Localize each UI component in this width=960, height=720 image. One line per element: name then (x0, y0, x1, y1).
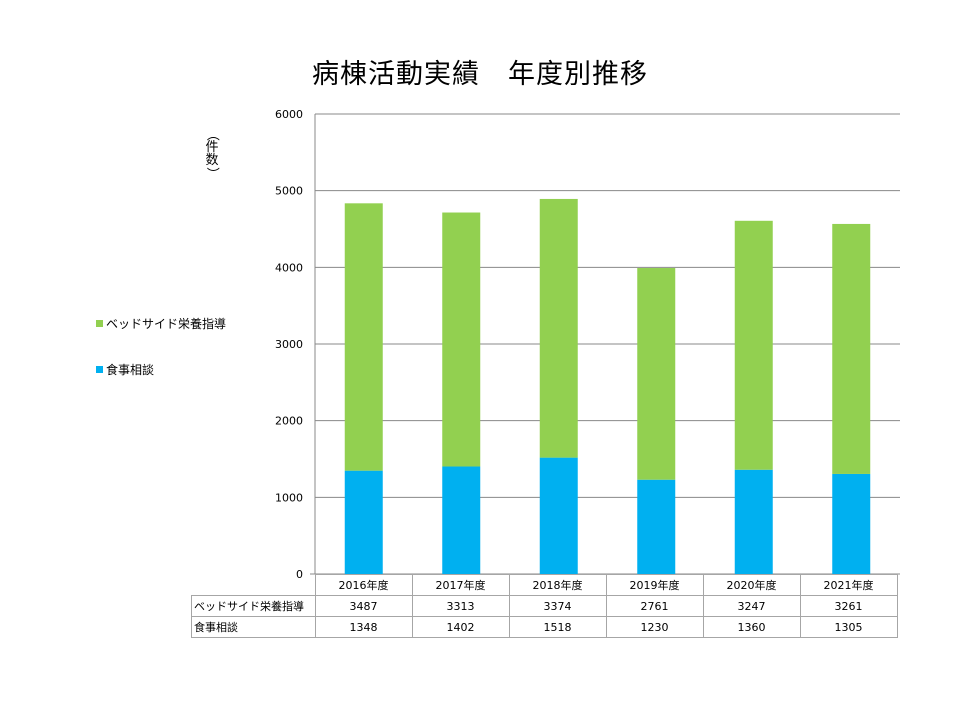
data-table-header-cell: 2019年度 (605, 574, 704, 596)
bar-meal-consult (734, 469, 773, 574)
bar-bedside-guidance (344, 203, 383, 471)
data-table-cell: 1518 (508, 616, 607, 638)
chart-title: 病棟活動実績 年度別推移 (312, 59, 648, 90)
legend-item-meal: 食事相談 (96, 361, 226, 377)
y-tick-label: 1000 (275, 491, 303, 504)
bar-meal-consult (344, 470, 383, 574)
y-axis-label-char-1: 件 (205, 140, 219, 155)
bar-bedside-guidance (637, 268, 676, 480)
data-table-cell: 1305 (799, 616, 898, 638)
data-table-cell: 3247 (702, 595, 801, 617)
bar-bedside-guidance (734, 220, 773, 470)
data-table-row-meal: 食事相談 1348 1402 1518 1230 1360 1305 (191, 616, 898, 638)
bar-bedside-guidance (442, 212, 481, 467)
legend-swatch-meal (96, 365, 103, 373)
legend-swatch-bedside (96, 319, 103, 327)
data-table-header-cell: 2017年度 (411, 574, 510, 596)
data-table-cell: 3313 (411, 595, 510, 617)
data-table-row-bedside: ベッドサイド栄養指導 3487 3313 3374 2761 3247 3261 (191, 595, 898, 617)
bar-bedside-guidance (539, 198, 578, 458)
y-tick-label: 3000 (275, 338, 303, 351)
data-table-corner (191, 574, 316, 596)
data-table-header-cell: 2018年度 (508, 574, 607, 596)
data-table-cell: 3261 (799, 595, 898, 617)
data-table-cell: 1230 (605, 616, 704, 638)
legend-label-bedside: ベッドサイド栄養指導 (106, 316, 227, 331)
data-table-header-cell: 2016年度 (314, 574, 413, 596)
y-tick-label: 6000 (275, 108, 303, 121)
bar-meal-consult (442, 466, 481, 574)
y-tick-label: 2000 (275, 415, 303, 428)
data-table-cell: 1348 (314, 616, 413, 638)
data-table-cell: 1360 (702, 616, 801, 638)
bar-meal-consult (539, 457, 578, 574)
legend-label-meal: 食事相談 (106, 362, 155, 377)
data-table-cell: 2761 (605, 595, 704, 617)
y-axis-label: （ 件 数 ） (203, 128, 221, 180)
legend: ベッドサイド栄養指導 食事相談 (96, 315, 226, 407)
data-table-header-cell: 2020年度 (702, 574, 801, 596)
data-table-cell: 3374 (508, 595, 607, 617)
y-axis-label-char-2: 数 (205, 153, 219, 168)
data-table-cell: 3487 (314, 595, 413, 617)
data-table: 2016年度 2017年度 2018年度 2019年度 2020年度 2021年… (191, 574, 898, 638)
data-table-cell: 1402 (411, 616, 510, 638)
data-table-row-label: ベッドサイド栄養指導 (191, 595, 316, 617)
bar-bedside-guidance (832, 223, 871, 474)
y-tick-label: 4000 (275, 261, 303, 274)
y-tick-label: 5000 (275, 185, 303, 198)
data-table-row-label: 食事相談 (191, 616, 316, 638)
legend-item-bedside: ベッドサイド栄養指導 (96, 315, 226, 331)
bar-meal-consult (832, 473, 871, 574)
data-table-header-cell: 2021年度 (799, 574, 898, 596)
bar-meal-consult (637, 479, 676, 574)
data-table-header-row: 2016年度 2017年度 2018年度 2019年度 2020年度 2021年… (191, 574, 898, 596)
